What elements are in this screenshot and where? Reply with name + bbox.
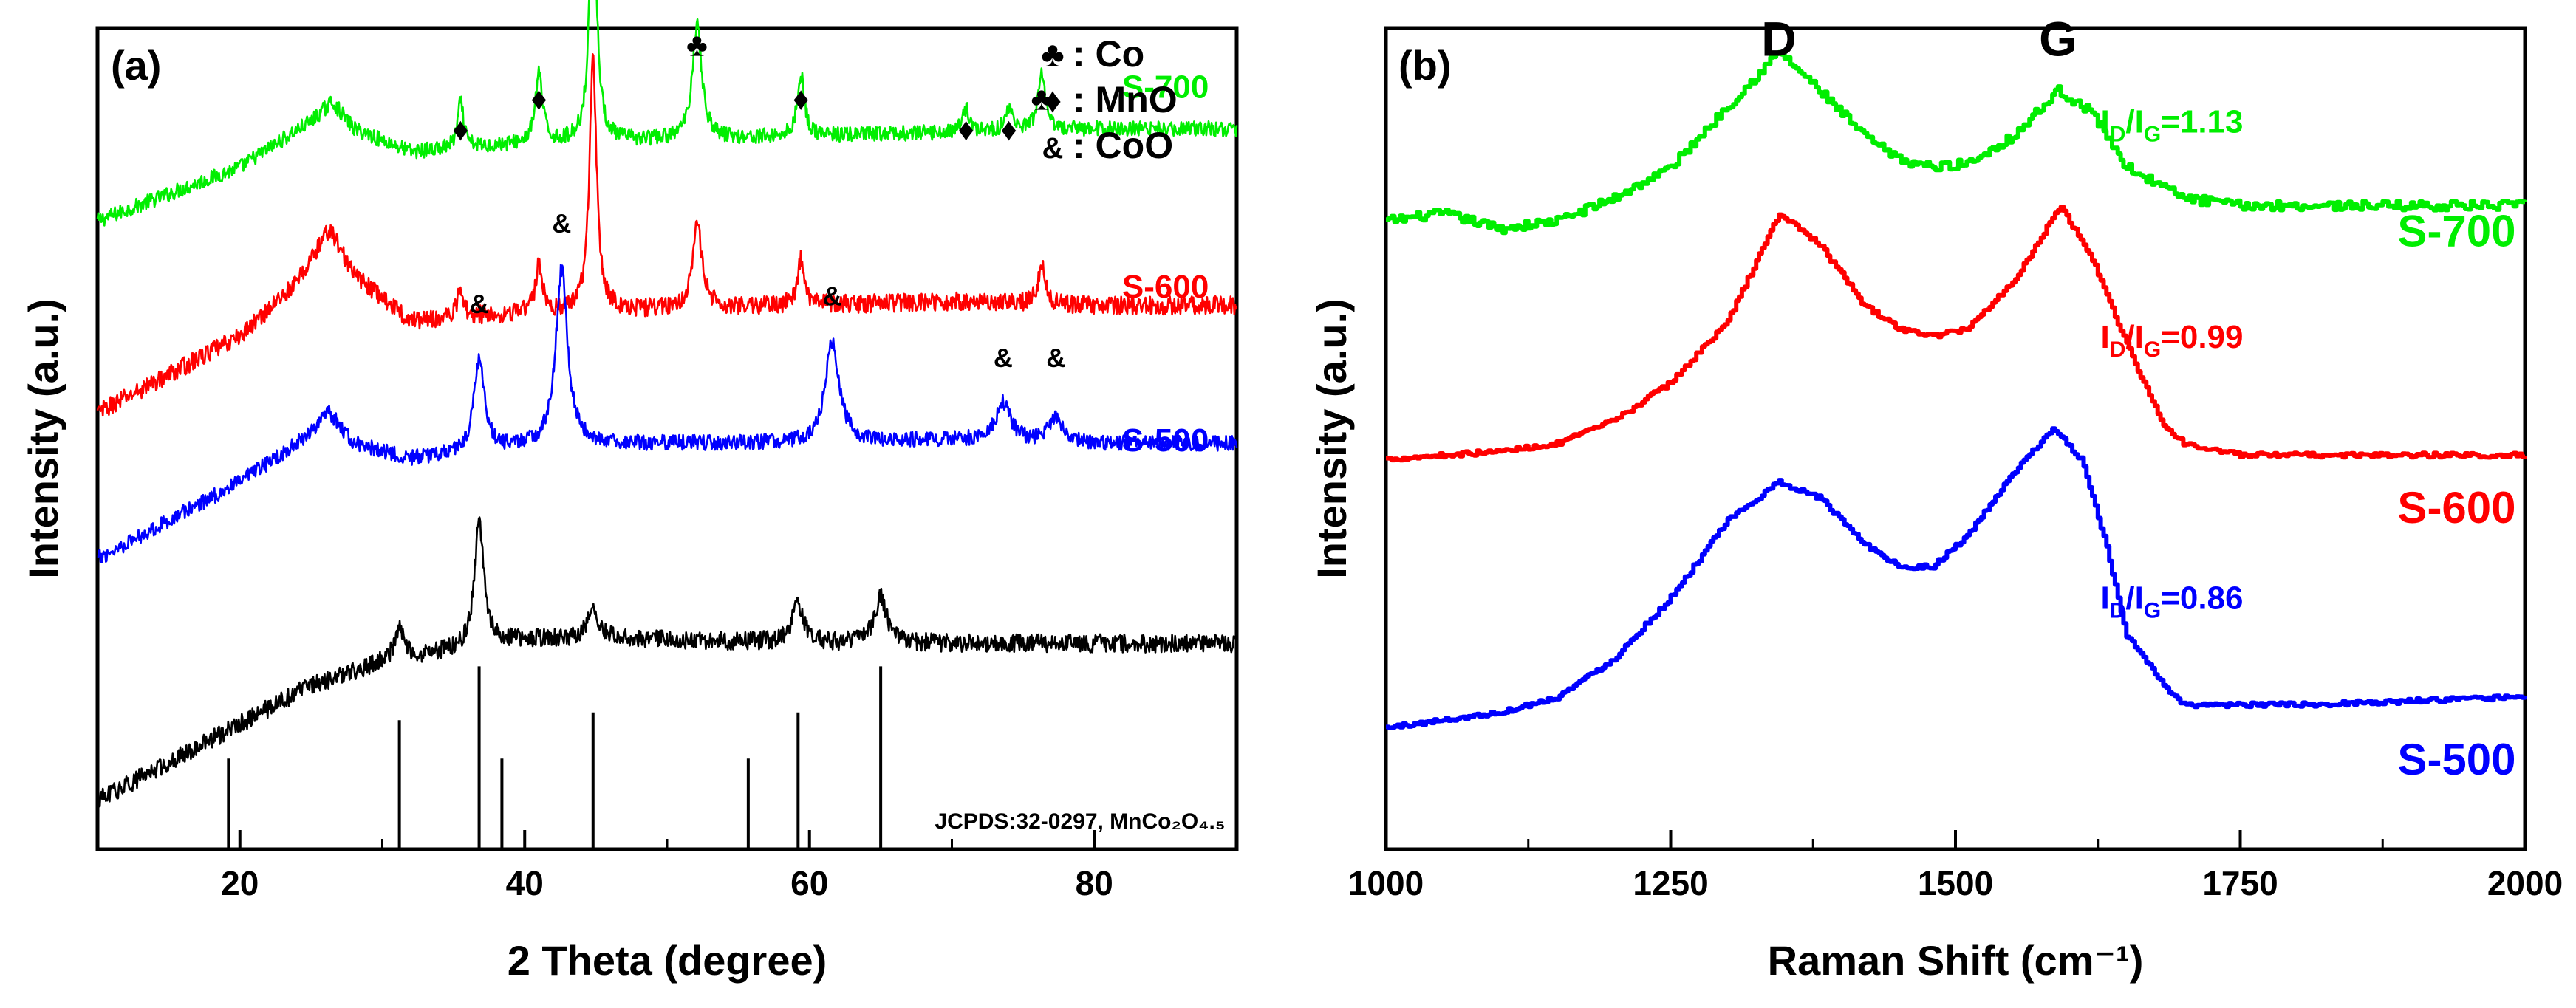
x-tick-label-b: 1750 xyxy=(2202,864,2278,902)
ratio-main: /I xyxy=(2125,580,2143,616)
series-line-s-700 xyxy=(96,0,1238,227)
ratio-main: I xyxy=(2100,319,2109,355)
x-tick-label-b: 1000 xyxy=(1348,864,1424,902)
ratio-main: /I xyxy=(2125,104,2143,140)
diamond-icon: ♦ xyxy=(793,80,809,117)
club-icon: ♣ xyxy=(1031,80,1052,117)
panel-label-b: (b) xyxy=(1398,42,1452,89)
ratio-sub: D xyxy=(2110,337,2126,362)
legend-entry: : CoO xyxy=(1073,125,1173,166)
series-line-s-500 xyxy=(97,264,1238,563)
x-tick-label-b: 2000 xyxy=(2487,864,2563,902)
series-label-s-700: S-700 xyxy=(2397,207,2515,256)
intensity-ratio-label: ID/IG=1.13 xyxy=(2100,104,2243,147)
ratio-main: I xyxy=(2100,580,2109,616)
ratio-sub: G xyxy=(2144,598,2161,623)
y-axis-label-b: Intensity (a.u.) xyxy=(1308,298,1355,579)
ratio-main: I xyxy=(2100,104,2109,140)
series-line-mnco2o4.5 xyxy=(96,516,1238,808)
ratio-main: /I xyxy=(2125,319,2143,355)
series-label-s-500: S-500 xyxy=(1122,422,1209,459)
x-tick-label-b: 1250 xyxy=(1633,864,1708,902)
ampersand-icon: & xyxy=(552,208,571,239)
series-line-s-600 xyxy=(96,53,1238,417)
a-data-layer: 20 40 60 80 S-700 S-600 S-500 JCPDS:32-0297, Mn… xyxy=(96,0,1238,902)
reference-label: JCPDS:32-0297, MnCo₂O₄.₅ xyxy=(935,809,1225,834)
peak-label: G xyxy=(2039,12,2077,66)
ratio-value: =1.13 xyxy=(2161,104,2243,140)
x-tick-label-a: 60 xyxy=(790,864,828,902)
plot-frame-b xyxy=(1384,26,2527,851)
series-line-s-500 xyxy=(1386,426,2527,730)
peak-label: D xyxy=(1761,12,1797,66)
ampersand-icon: & xyxy=(823,281,842,312)
x-tick-label-a: 40 xyxy=(506,864,544,902)
series-line-s-600 xyxy=(1386,205,2527,463)
ampersand-icon: & xyxy=(470,289,489,319)
ratio-sub: D xyxy=(2110,123,2126,147)
x-axis-label-a: 2 Theta (degree) xyxy=(508,937,827,984)
diamond-icon: ♦ xyxy=(530,80,547,117)
x-tick-label-b: 1500 xyxy=(1918,864,1993,902)
panel-a: 20 40 60 80 S-700 S-600 S-500 JCPDS:32-0297, Mn… xyxy=(20,0,1239,984)
diamond-icon: ♦ xyxy=(1044,81,1062,120)
diamond-icon: ♦ xyxy=(958,112,974,148)
intensity-ratio-label: ID/IG=0.99 xyxy=(2100,319,2243,362)
club-icon: ♣ xyxy=(686,27,708,64)
ampersand-icon: & xyxy=(994,343,1013,373)
legend-a: ♣: Co ♦ : MnO&: CoO xyxy=(1041,33,1177,166)
y-axis-label-a: Intensity (a.u.) xyxy=(20,298,66,579)
x-axis-label-b: Raman Shift (cm⁻¹) xyxy=(1768,937,2144,984)
x-tick-label-a: 20 xyxy=(221,864,259,902)
ampersand-icon: & xyxy=(1046,343,1065,373)
panel-label-a: (a) xyxy=(111,42,161,89)
ampersand-icon: & xyxy=(1042,132,1064,165)
diamond-icon: ♦ xyxy=(452,112,468,148)
series-label-s-700: S-700 xyxy=(1122,69,1209,105)
ratio-sub: G xyxy=(2144,123,2161,147)
series-line-s-700 xyxy=(1386,49,2527,236)
series-label-s-600: S-600 xyxy=(2397,483,2515,532)
diamond-icon: ♦ xyxy=(1000,112,1017,148)
series-label-s-500: S-500 xyxy=(2397,735,2515,784)
ratio-value: =0.86 xyxy=(2161,580,2243,616)
ratio-sub: D xyxy=(2110,598,2126,623)
legend-entry: : Co xyxy=(1073,33,1144,75)
intensity-ratio-label: ID/IG=0.86 xyxy=(2100,580,2243,623)
ratio-sub: G xyxy=(2144,337,2161,362)
club-icon: ♣ xyxy=(1041,35,1065,75)
legend-entry: : MnO xyxy=(1073,79,1178,120)
ratio-value: =0.99 xyxy=(2161,319,2243,355)
series-label-s-600: S-600 xyxy=(1122,269,1209,305)
x-tick-label-a: 80 xyxy=(1076,864,1113,902)
